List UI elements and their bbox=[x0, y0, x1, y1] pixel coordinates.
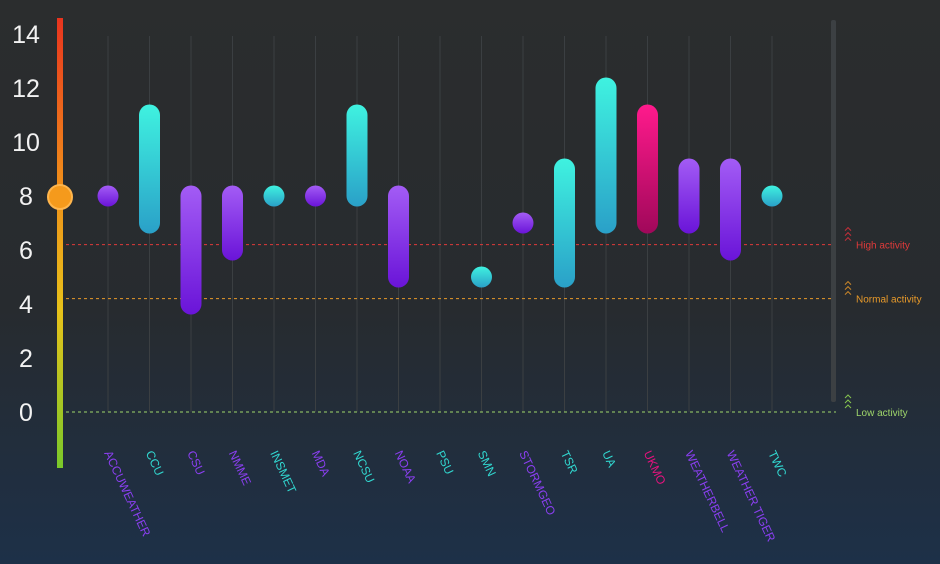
range-bar bbox=[637, 104, 658, 234]
category-label: CSU bbox=[184, 448, 207, 477]
reference-line-label: High activity bbox=[856, 241, 910, 252]
category-label: INSMET bbox=[267, 448, 299, 496]
chevron-up-icon bbox=[844, 394, 852, 399]
range-bar bbox=[180, 185, 202, 315]
range-bar bbox=[388, 185, 409, 288]
category-label: TWC bbox=[765, 448, 789, 479]
category-label: NCSU bbox=[350, 448, 377, 485]
range-bar bbox=[678, 158, 700, 234]
category-label: WEATHERBELL bbox=[682, 448, 732, 534]
category-label: CCU bbox=[143, 448, 167, 477]
category-label: TSR bbox=[558, 448, 581, 476]
range-dot bbox=[97, 185, 119, 207]
range-dot bbox=[263, 185, 285, 207]
reference-line-label: Low activity bbox=[856, 408, 908, 419]
range-bar bbox=[346, 104, 368, 207]
range-dot bbox=[512, 212, 534, 234]
y-tick-label: 4 bbox=[19, 291, 33, 319]
range-dot bbox=[471, 266, 492, 288]
chevron-up-icon bbox=[844, 231, 852, 236]
category-label: UKMO bbox=[641, 448, 669, 487]
gridlines bbox=[107, 36, 773, 412]
range-dot bbox=[761, 185, 783, 207]
range-bar bbox=[139, 104, 160, 234]
y-tick-label: 2 bbox=[19, 345, 33, 373]
range-bar bbox=[554, 158, 575, 288]
chevron-up-icon bbox=[844, 285, 852, 290]
category-label: NMME bbox=[226, 448, 254, 487]
chevron-up-icon bbox=[844, 399, 852, 404]
reference-line-label: Normal activity bbox=[856, 295, 922, 306]
range-bar bbox=[222, 185, 243, 261]
chevron-up-icon bbox=[844, 290, 852, 295]
category-label: SMN bbox=[475, 448, 499, 478]
category-label: UA bbox=[599, 448, 619, 469]
chevron-up-icon bbox=[844, 226, 852, 231]
range-dot bbox=[305, 185, 326, 207]
range-bar bbox=[595, 77, 617, 234]
category-label: PSU bbox=[433, 448, 456, 476]
y-tick-label: 12 bbox=[12, 75, 40, 103]
y-tick-label: 6 bbox=[19, 237, 33, 265]
category-label: ACCUWEATHER bbox=[101, 448, 153, 539]
right-scroll-track bbox=[831, 20, 836, 402]
chevron-up-icon bbox=[844, 280, 852, 285]
y-tick-label: 0 bbox=[19, 399, 33, 427]
category-label: NOAA bbox=[392, 448, 419, 485]
range-bar bbox=[720, 158, 741, 261]
y-tick-label: 10 bbox=[12, 129, 40, 157]
y-tick-label: 14 bbox=[12, 21, 40, 49]
current-value-slider-handle[interactable] bbox=[47, 184, 73, 210]
chevron-up-icon bbox=[844, 236, 852, 241]
category-label: STORMGEO bbox=[516, 448, 558, 517]
y-axis-gradient-bar bbox=[57, 18, 63, 468]
range-bars bbox=[97, 77, 783, 315]
chevron-up-icon bbox=[844, 404, 852, 409]
y-tick-label: 8 bbox=[19, 183, 33, 211]
y-axis-ticks: 0 2 4 6 8 10 12 14 bbox=[12, 21, 40, 427]
category-label: MDA bbox=[309, 448, 333, 478]
